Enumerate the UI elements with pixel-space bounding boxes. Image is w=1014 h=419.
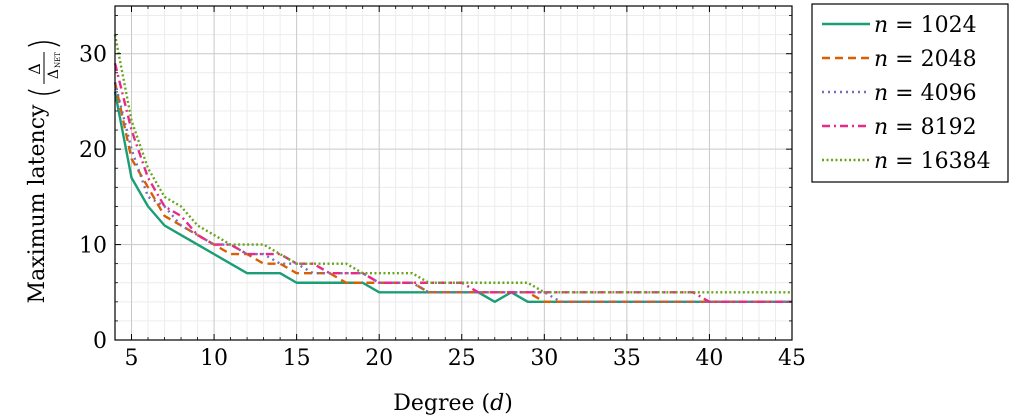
- series-line-n-2048: [113, 82, 792, 304]
- y-tick-label: 10: [79, 234, 107, 259]
- grid-minor: [114, 6, 792, 340]
- x-tick-label: 30: [530, 346, 558, 371]
- x-tick-label: 5: [125, 346, 139, 371]
- series-layer: [113, 34, 792, 304]
- y-tick-label: 0: [93, 329, 107, 354]
- y-tick-label: 20: [79, 138, 107, 163]
- x-tick-label: 20: [365, 346, 393, 371]
- x-tick-label: 10: [200, 346, 228, 371]
- legend-label-n-8192: n = 8192: [874, 115, 977, 140]
- series-line-n-16384: [113, 34, 792, 294]
- series-line-n-8192: [113, 62, 792, 304]
- y-axis-title-text: Maximum latency: [25, 104, 50, 303]
- legend-label-var: n: [874, 13, 888, 38]
- legend-label-var: n: [874, 149, 888, 174]
- x-tick-label: 15: [283, 346, 311, 371]
- y-axis-title-paren-left: [27, 89, 61, 95]
- legend-label-n-1024: n = 1024: [874, 13, 977, 38]
- tick-labels: 5 10 15 20 25 30 35 40 45 0 10 20 30: [79, 43, 806, 371]
- y-axis-title-frac-den-sub: NET: [54, 52, 62, 68]
- y-axis-title-paren-right: [27, 41, 61, 47]
- plot-frame: [114, 5, 793, 341]
- y-tick-label: 30: [79, 43, 107, 68]
- legend-label-var: n: [874, 115, 888, 140]
- legend-label-var: n: [874, 47, 888, 72]
- legend-label-value: = 2048: [888, 47, 976, 72]
- grid-major: [115, 6, 793, 341]
- legend-label-var: n: [874, 81, 888, 106]
- x-axis-title-text: Degree: [393, 391, 474, 416]
- x-tick-label: 35: [613, 346, 641, 371]
- legend-label-n-4096: n = 4096: [874, 81, 977, 106]
- legend-label-value: = 1024: [888, 13, 976, 38]
- series-line-n-4096: [113, 82, 792, 304]
- x-axis-title-var: d: [490, 391, 504, 416]
- legend-box: [811, 3, 1009, 183]
- x-axis-title: Degree (d): [393, 391, 513, 416]
- series-line-n-1024: [113, 91, 792, 304]
- legend-label-n-16384: n = 16384: [874, 149, 991, 174]
- x-tick-label: 45: [778, 346, 806, 371]
- legend-label-value: = 4096: [888, 81, 976, 106]
- y-axis-title: Maximum latency Δ Δ NET: [25, 41, 62, 303]
- legend-label-value: = 8192: [888, 115, 976, 140]
- y-axis-title-frac-den: Δ: [46, 69, 62, 79]
- y-axis-title-frac-num: Δ: [25, 63, 44, 75]
- x-tick-label: 40: [695, 346, 723, 371]
- ticks-layer: [114, 6, 793, 341]
- legend-label-value: = 16384: [888, 149, 990, 174]
- legend-label-n-2048: n = 2048: [874, 47, 977, 72]
- x-tick-label: 25: [448, 346, 476, 371]
